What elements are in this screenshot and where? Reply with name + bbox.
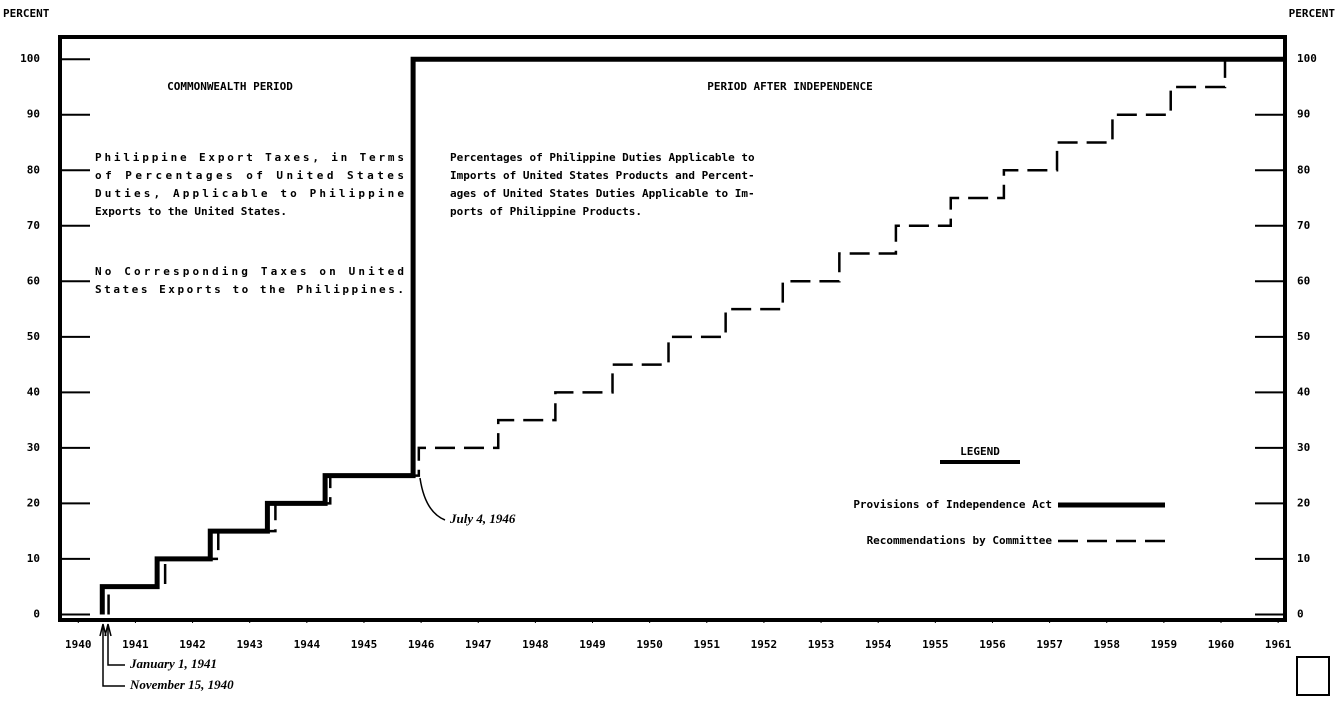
x-tick-label: 1956 bbox=[979, 638, 1006, 651]
x-tick-label: 1961 bbox=[1265, 638, 1292, 651]
annotation: July 4, 1946 bbox=[449, 511, 516, 526]
step-line bbox=[107, 57, 1285, 615]
y2-tick-label: 80 bbox=[1297, 163, 1310, 176]
x-tick-label: 1940 bbox=[65, 638, 92, 651]
plot-frame bbox=[58, 35, 1287, 622]
x-tick-label: 1950 bbox=[636, 638, 663, 651]
x-tick-label: 1942 bbox=[179, 638, 206, 651]
annotation: Exports to the United States. bbox=[95, 205, 287, 218]
x-tick-label: 1951 bbox=[694, 638, 721, 651]
logo bbox=[1296, 656, 1330, 696]
annotation: January 1, 1941 bbox=[129, 656, 217, 671]
x-tick-label: 1959 bbox=[1151, 638, 1178, 651]
y2-tick-label: 100 bbox=[1297, 52, 1317, 65]
x-tick-label: 1954 bbox=[865, 638, 892, 651]
y2-tick-label: 20 bbox=[1297, 496, 1310, 509]
x-tick-label: 1953 bbox=[808, 638, 835, 651]
x-tick-label: 1958 bbox=[1093, 638, 1120, 651]
arrow-head bbox=[99, 623, 112, 637]
y-tick-label: 20 bbox=[27, 496, 40, 509]
y-tick-label: 90 bbox=[27, 108, 40, 121]
x-tick-label: 1949 bbox=[579, 638, 606, 651]
step-line bbox=[99, 56, 1285, 615]
y2-tick-label: 40 bbox=[1297, 385, 1310, 398]
y-tick-label: 0 bbox=[33, 607, 40, 620]
annotation: ages of United States Duties Applicable … bbox=[450, 187, 755, 200]
pointer bbox=[102, 625, 125, 687]
x-tick-label: 1944 bbox=[294, 638, 321, 651]
y-axis-label: PERCENT bbox=[3, 7, 50, 20]
legend-title: LEGEND bbox=[960, 445, 1000, 458]
y2-tick-label: 70 bbox=[1297, 219, 1310, 232]
y-tick-label: 80 bbox=[27, 163, 40, 176]
annotation: COMMONWEALTH PERIOD bbox=[167, 80, 293, 93]
y2-tick-label: 0 bbox=[1297, 607, 1304, 620]
pointer bbox=[419, 477, 446, 521]
y-tick-label: 30 bbox=[27, 441, 40, 454]
x-tick-label: 1948 bbox=[522, 638, 549, 651]
y-tick-label: 50 bbox=[27, 330, 40, 343]
y2-tick-label: 30 bbox=[1297, 441, 1310, 454]
y-tick-label: 70 bbox=[27, 219, 40, 232]
x-tick-label: 1946 bbox=[408, 638, 435, 651]
annotation: No Corresponding Taxes on United bbox=[95, 265, 404, 278]
legend-label: Provisions of Independence Act bbox=[853, 498, 1052, 511]
annotation: Philippine Export Taxes, in Terms bbox=[95, 151, 404, 164]
x-tick-label: 1945 bbox=[351, 638, 378, 651]
y2-axis-label: PERCENT bbox=[1289, 7, 1336, 20]
y-tick-label: 40 bbox=[27, 385, 40, 398]
x-tick-label: 1955 bbox=[922, 638, 949, 651]
annotation: PERIOD AFTER INDEPENDENCE bbox=[707, 80, 873, 93]
y2-tick-label: 90 bbox=[1297, 108, 1310, 121]
x-tick-label: 1947 bbox=[465, 638, 492, 651]
annotation: November 15, 1940 bbox=[129, 677, 234, 692]
x-tick-label: 1941 bbox=[122, 638, 149, 651]
x-tick-label: 1960 bbox=[1208, 638, 1235, 651]
annotation: Percentages of Philippine Duties Applica… bbox=[450, 151, 755, 164]
x-tick-label: 1957 bbox=[1036, 638, 1063, 651]
annotation: Duties, Applicable to Philippine bbox=[95, 187, 404, 200]
legend-label: Recommendations by Committee bbox=[867, 534, 1053, 547]
annotation: Imports of United States Products and Pe… bbox=[450, 169, 755, 182]
x-tick-label: 1952 bbox=[751, 638, 778, 651]
y2-tick-label: 60 bbox=[1297, 274, 1310, 287]
y2-tick-label: 10 bbox=[1297, 552, 1310, 565]
y-tick-label: 100 bbox=[20, 52, 40, 65]
x-tick-label: 1943 bbox=[236, 638, 263, 651]
y-tick-label: 60 bbox=[27, 274, 40, 287]
y2-tick-label: 50 bbox=[1297, 330, 1310, 343]
annotation: States Exports to the Philippines. bbox=[95, 283, 404, 296]
annotation: ports of Philippine Products. bbox=[450, 205, 642, 218]
annotation: of Percentages of United States bbox=[95, 169, 404, 182]
y-tick-label: 10 bbox=[27, 552, 40, 565]
